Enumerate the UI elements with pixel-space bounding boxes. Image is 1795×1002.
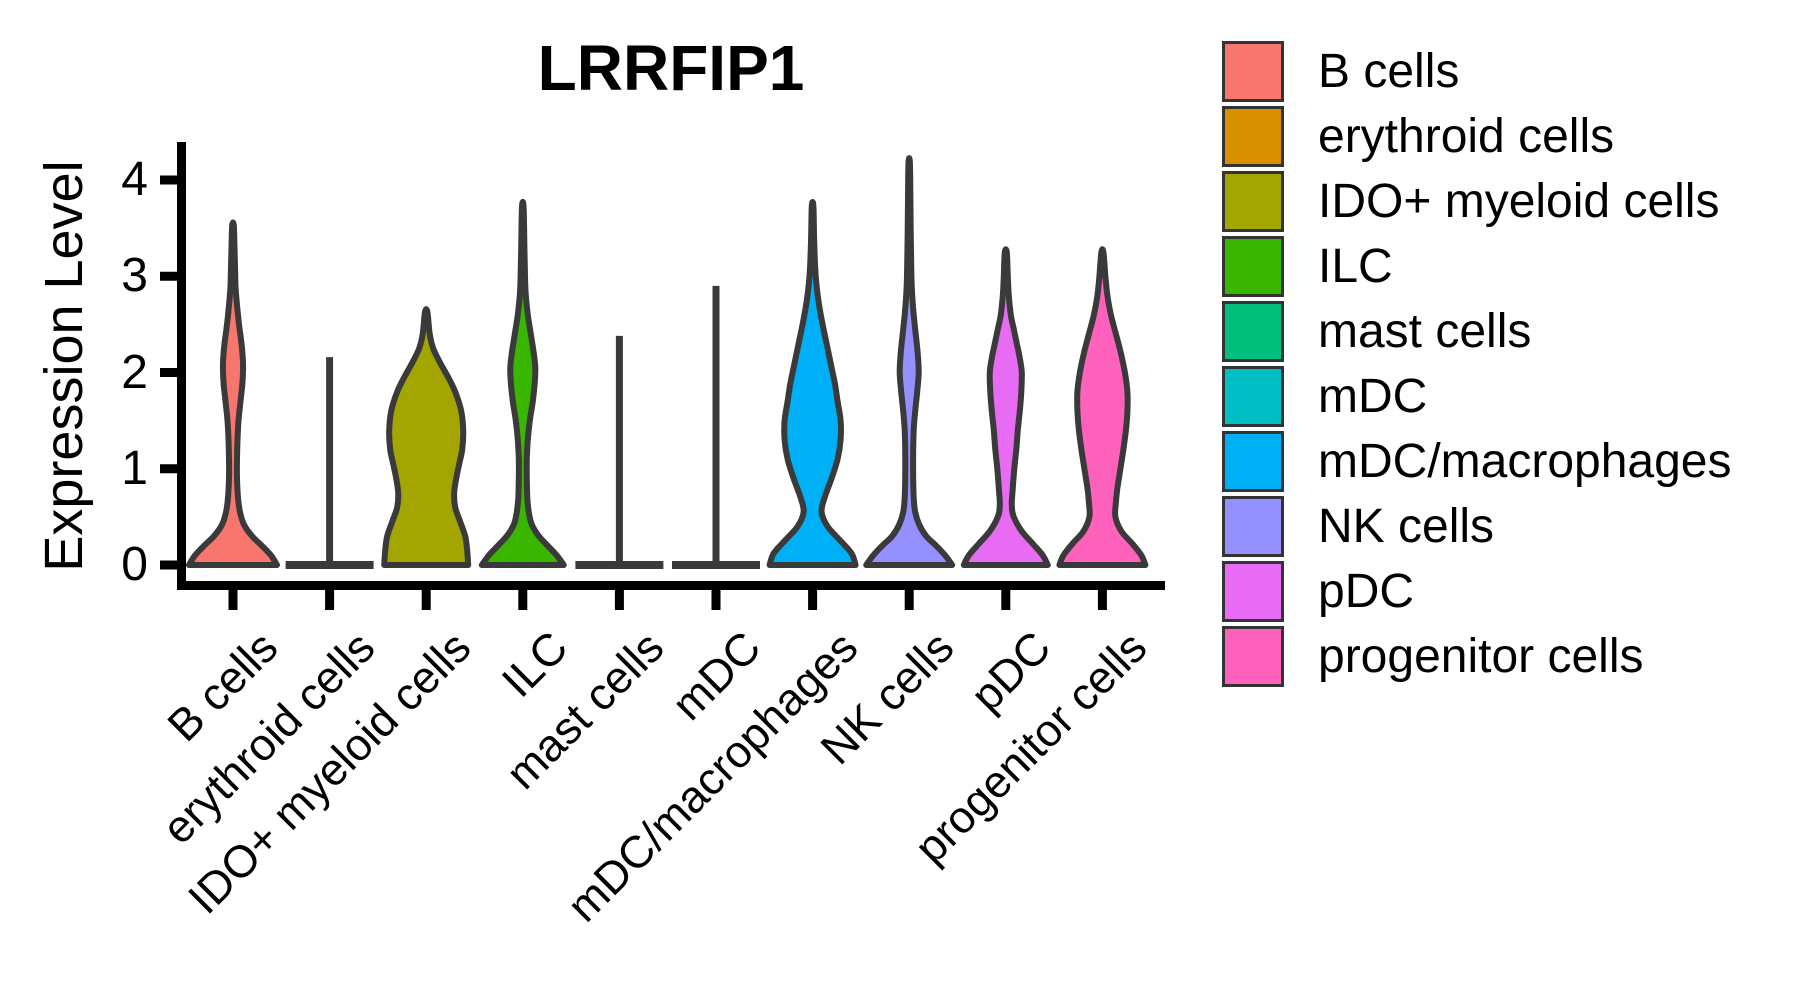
x-tick	[518, 590, 528, 610]
legend-item-label: mDC	[1318, 370, 1428, 423]
x-tick	[228, 590, 238, 610]
y-tick-label-1: 1	[121, 441, 148, 495]
legend-item-mdc-macrophages: mDC/macrophages	[1222, 431, 1731, 492]
legend-key-swatch	[1222, 301, 1284, 362]
legend-key-swatch	[1222, 171, 1284, 232]
y-tick	[160, 560, 177, 570]
legend-item-label: ILC	[1318, 240, 1393, 293]
legend-item-ilc: ILC	[1222, 236, 1731, 297]
violin-ido-myeloid-cells	[381, 306, 472, 568]
legend-item-label: IDO+ myeloid cells	[1318, 175, 1720, 228]
legend-item-nk-cells: NK cells	[1222, 496, 1731, 557]
legend-key-swatch	[1222, 106, 1284, 167]
violin-mdc-macrophages	[766, 199, 859, 568]
legend-item-label: progenitor cells	[1318, 630, 1644, 683]
legend-item-ido-myeloid-cells: IDO+ myeloid cells	[1222, 171, 1731, 232]
x-tick	[808, 590, 818, 610]
legend-item-pdc: pDC	[1222, 561, 1731, 622]
legend-item-label: B cells	[1318, 45, 1460, 98]
legend-key-swatch	[1222, 41, 1284, 102]
y-tick	[160, 175, 177, 185]
legend-item-label: mast cells	[1318, 305, 1532, 358]
legend-key-swatch	[1222, 431, 1284, 492]
y-axis-line	[177, 142, 186, 590]
violin-ilc	[478, 198, 567, 568]
legend-item-mdc: mDC	[1222, 366, 1731, 427]
x-tick	[421, 590, 431, 610]
y-tick-label-2: 2	[121, 345, 148, 399]
x-tick	[904, 590, 914, 610]
y-tick-label-4: 4	[121, 153, 148, 206]
legend-key-swatch	[1222, 496, 1284, 557]
legend-item-b-cells: B cells	[1222, 41, 1731, 102]
x-tick	[711, 590, 721, 610]
legend-item-erythroid-cells: erythroid cells	[1222, 106, 1731, 167]
legend-item-label: erythroid cells	[1318, 110, 1615, 163]
legend-item-label: NK cells	[1318, 500, 1495, 553]
y-tick	[160, 464, 177, 474]
violin-progenitor-cells	[1056, 246, 1149, 568]
y-tick	[160, 368, 177, 377]
x-tick	[614, 590, 624, 610]
x-tick	[325, 590, 335, 610]
legend-key-swatch	[1222, 561, 1284, 622]
x-tick	[1001, 590, 1011, 610]
violin-pdc	[960, 246, 1051, 568]
legend-key-swatch	[1222, 236, 1284, 297]
legend-item-label: pDC	[1318, 565, 1415, 618]
legend-item-progenitor-cells: progenitor cells	[1222, 626, 1731, 687]
y-tick-label-0: 0	[121, 538, 148, 591]
violin-nk-cells	[863, 155, 956, 568]
legend-item-mast-cells: mast cells	[1222, 301, 1731, 362]
legend-item-label: mDC/macrophages	[1318, 435, 1732, 488]
x-axis-line	[177, 581, 1165, 590]
legend-key-swatch	[1222, 366, 1284, 427]
x-tick	[1097, 590, 1107, 610]
y-tick	[160, 271, 177, 281]
violin-b-cells	[186, 219, 280, 568]
legend-key-swatch	[1222, 626, 1284, 687]
chart-title: LRRFIP1	[537, 32, 805, 104]
legend: B cells erythroid cells IDO+ myeloid cells…	[1222, 41, 1731, 691]
y-tick-label-3: 3	[121, 249, 148, 303]
